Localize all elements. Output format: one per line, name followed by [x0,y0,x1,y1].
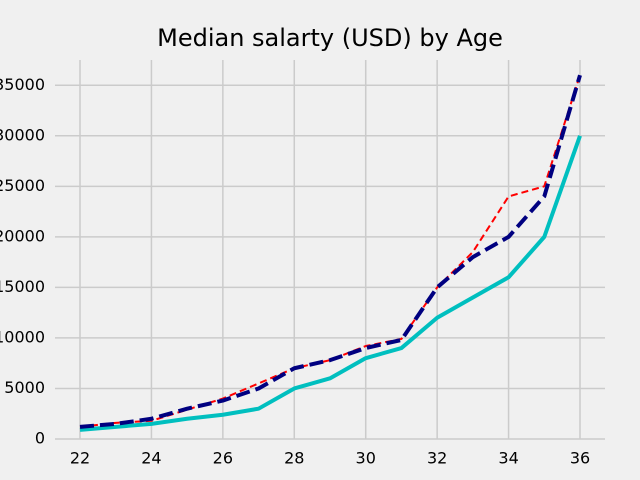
line-series [79,74,582,429]
y-tick-label: 15000 [0,277,45,296]
x-tick-label: 30 [356,449,376,468]
x-axis-label: Age [307,477,353,480]
y-tick-label: 35000 [0,75,45,94]
y-tick-label: 0 [35,429,45,448]
line-series [79,135,582,432]
x-tick-label: 24 [141,449,161,468]
x-tick-label: 22 [70,449,90,468]
y-tick-label: 30000 [0,125,45,144]
y-tick-label: 10000 [0,327,45,346]
x-tick-label: 26 [213,449,233,468]
y-tick-label: 5000 [4,378,45,397]
x-tick-label: 36 [570,449,590,468]
x-tick-label: 32 [427,449,447,468]
y-tick-label: 20000 [0,226,45,245]
x-tick-label: 28 [284,449,304,468]
x-tick-label: 34 [498,449,518,468]
chart-title: Median salarty (USD) by Age [157,24,503,52]
y-tick-label: 25000 [0,176,45,195]
